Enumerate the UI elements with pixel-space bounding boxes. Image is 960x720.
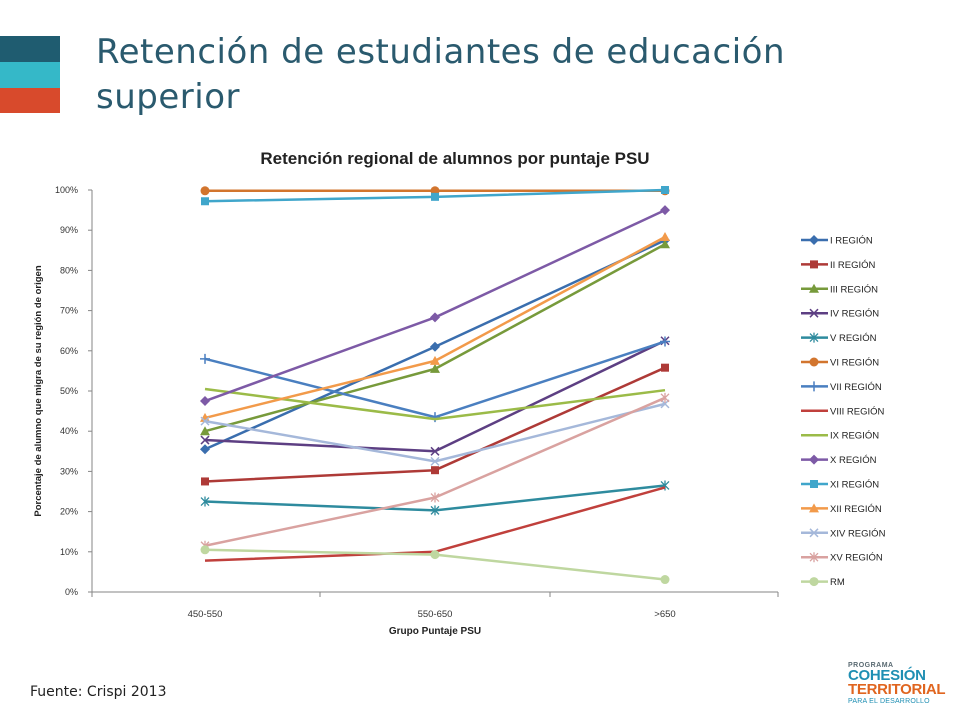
legend-label: III REGIÓN [830, 284, 878, 295]
data-point [200, 545, 210, 555]
logo-line-4: PARA EL DESARROLLO [848, 698, 930, 705]
legend-label: VI REGIÓN [830, 358, 879, 369]
data-point [430, 355, 440, 365]
legend-swatch-marker [809, 454, 819, 465]
y-tick-label: 90% [60, 225, 78, 235]
y-tick-label: 60% [60, 346, 78, 356]
legend-swatch-marker [809, 503, 819, 513]
x-axis-label: Grupo Puntaje PSU [389, 626, 481, 637]
data-point [660, 205, 670, 216]
accent-bar-dark [0, 36, 60, 62]
legend-label: IX REGIÓN [830, 431, 879, 442]
legend-label: I REGIÓN [830, 236, 873, 247]
x-tick-label: >650 [654, 609, 675, 620]
data-point [430, 412, 440, 423]
source-note: Fuente: Crispi 2013 [30, 684, 167, 700]
legend-label: II REGIÓN [830, 260, 876, 271]
data-point [200, 435, 210, 445]
logo-line-2: COHESIÓN [848, 667, 926, 684]
series-line [204, 340, 666, 419]
y-tick-label: 70% [60, 306, 78, 316]
y-tick-label: 50% [60, 386, 78, 396]
legend-swatch-marker [809, 332, 819, 343]
x-tick-label: 450-550 [188, 609, 223, 620]
y-axis-label: Porcentaje de alumno que migra de su reg… [33, 265, 44, 516]
data-point [430, 446, 440, 456]
legend-label: V REGIÓN [830, 333, 877, 344]
legend-swatch-marker [809, 357, 819, 367]
data-point [200, 396, 210, 407]
data-point [660, 336, 670, 347]
data-point [200, 426, 210, 436]
data-point [431, 466, 439, 475]
logo-line-3: TERRITORIAL [848, 681, 946, 698]
data-point [430, 492, 440, 503]
series-line [204, 366, 666, 483]
legend-label: VII REGIÓN [830, 382, 882, 393]
legend-swatch-marker [809, 381, 819, 392]
chart-title: Retención regional de alumnos por puntaj… [260, 149, 649, 168]
legend-swatch-marker [809, 528, 819, 538]
legend-label: X REGIÓN [830, 455, 877, 466]
y-tick-label: 100% [55, 185, 78, 195]
legend-label: XV REGIÓN [830, 553, 883, 564]
y-tick-label: 10% [60, 547, 78, 557]
data-point [200, 416, 210, 426]
legend-label: IV REGIÓN [830, 309, 879, 320]
data-point [660, 239, 670, 249]
x-tick-label: 550-650 [418, 609, 453, 620]
program-logo: PROGRAMA COHESIÓN TERRITORIAL PARA EL DE… [848, 662, 948, 706]
data-point [660, 232, 670, 242]
logo-line-1: PROGRAMA [848, 662, 894, 669]
data-point [430, 363, 440, 373]
legend-label: RM [830, 577, 845, 588]
data-point [661, 363, 669, 372]
data-point [660, 575, 670, 585]
series-line [204, 235, 666, 420]
accent-bar-cyan [0, 62, 60, 88]
y-tick-label: 40% [60, 426, 78, 436]
data-point [430, 505, 440, 516]
legend-swatch-marker [809, 577, 819, 587]
data-point [431, 192, 439, 201]
data-point [200, 353, 210, 364]
data-point [201, 477, 209, 486]
data-point [430, 550, 440, 560]
legend-label: XII REGIÓN [830, 504, 882, 515]
legend-swatch-marker [809, 283, 819, 293]
legend-label: XIV REGIÓN [830, 528, 886, 539]
data-point [430, 341, 440, 352]
slide-title: Retención de estudiantes de educación su… [96, 32, 785, 117]
y-tick-label: 30% [60, 466, 78, 476]
data-point [200, 186, 210, 196]
legend-swatch-marker [809, 308, 819, 318]
data-point [430, 456, 440, 466]
legend-swatch-marker [809, 552, 819, 563]
accent-bar-red [0, 88, 60, 113]
data-point [201, 197, 209, 206]
data-point [661, 186, 669, 194]
legend-swatch-marker [810, 260, 818, 269]
data-point [200, 496, 210, 507]
legend-swatch-marker [809, 235, 819, 245]
y-tick-label: 80% [60, 265, 78, 275]
data-point [660, 392, 670, 403]
data-point [430, 312, 440, 323]
legend-label: VIII REGIÓN [830, 406, 885, 417]
y-tick-label: 0% [65, 587, 78, 597]
data-point [200, 444, 210, 455]
legend-label: XI REGIÓN [830, 480, 879, 491]
y-tick-label: 20% [60, 507, 78, 517]
legend-swatch-marker [810, 480, 818, 488]
